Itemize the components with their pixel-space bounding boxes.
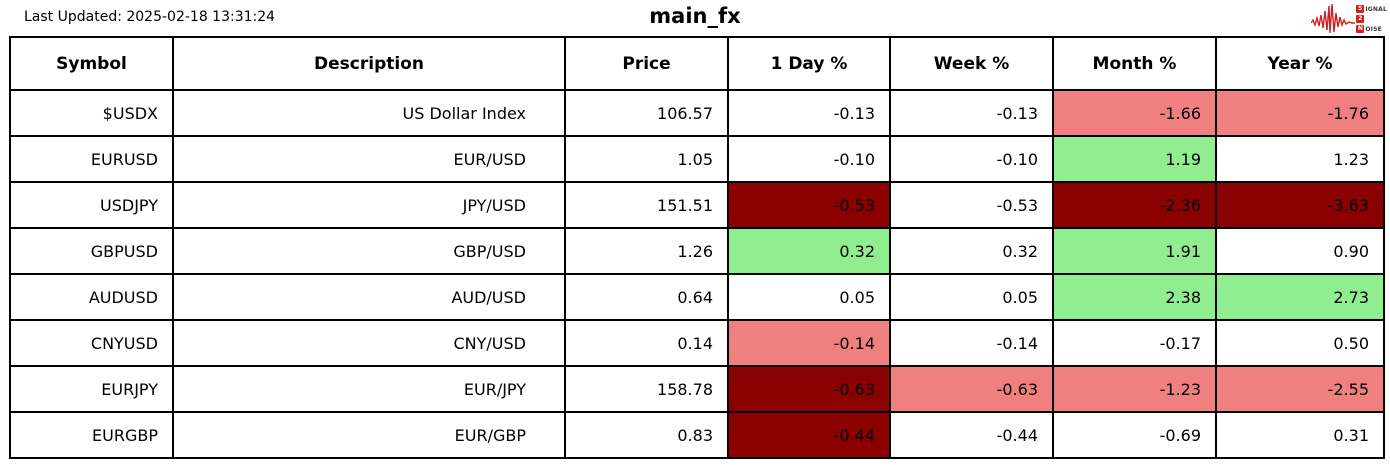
week-pct-cell: 0.32 [889, 227, 1054, 275]
day-pct-cell: -0.53 [727, 181, 891, 229]
description-cell: EUR/JPY [172, 365, 566, 413]
description-cell: GBP/USD [172, 227, 566, 275]
price-cell: 0.83 [564, 411, 729, 459]
day-pct-cell: -0.14 [727, 319, 891, 367]
month-pct-cell: -2.36 [1052, 181, 1217, 229]
logo-text: S IGNAL 2 N OISE [1356, 5, 1387, 34]
table-row-eurusd: EURUSD EUR/USD 1.05 -0.10 -0.10 1.19 1.2… [9, 135, 1385, 183]
day-pct-cell: -0.13 [727, 89, 891, 137]
day-pct-cell: -0.63 [727, 365, 891, 413]
table-row-gbpusd: GBPUSD GBP/USD 1.26 0.32 0.32 1.91 0.90 [9, 227, 1385, 275]
description-cell: EUR/USD [172, 135, 566, 183]
table-row-audusd: AUDUSD AUD/USD 0.64 0.05 0.05 2.38 2.73 [9, 273, 1385, 321]
year-pct-cell: -3.63 [1215, 181, 1385, 229]
symbol-cell: EURJPY [9, 365, 174, 413]
month-pct-cell: -1.23 [1052, 365, 1217, 413]
symbol-cell: GBPUSD [9, 227, 174, 275]
table-row-eurjpy: EURJPY EUR/JPY 158.78 -0.63 -0.63 -1.23 … [9, 365, 1385, 413]
year-pct-cell: 0.90 [1215, 227, 1385, 275]
day-pct-cell: 0.05 [727, 273, 891, 321]
page-title: main_fx [649, 4, 741, 28]
symbol-cell: EURUSD [9, 135, 174, 183]
month-pct-cell: -0.69 [1052, 411, 1217, 459]
description-cell: EUR/GBP [172, 411, 566, 459]
month-pct-cell: -0.17 [1052, 319, 1217, 367]
week-pct-cell: -0.10 [889, 135, 1054, 183]
logo-rest-oise: OISE [1365, 25, 1382, 33]
description-cell: JPY/USD [172, 181, 566, 229]
description-cell: CNY/USD [172, 319, 566, 367]
waveform-icon [1311, 3, 1356, 35]
price-cell: 151.51 [564, 181, 729, 229]
table-row-usdjpy: USDJPY JPY/USD 151.51 -0.53 -0.53 -2.36 … [9, 181, 1385, 229]
column-header-price: Price [564, 36, 729, 91]
description-cell: AUD/USD [172, 273, 566, 321]
last-updated-timestamp: Last Updated: 2025-02-18 13:31:24 [24, 9, 276, 25]
column-header-week: Week % [889, 36, 1054, 91]
logo-line-signal: S IGNAL [1356, 5, 1387, 14]
year-pct-cell: 0.31 [1215, 411, 1385, 459]
column-header-1day: 1 Day % [727, 36, 891, 91]
column-header-symbol: Symbol [9, 36, 174, 91]
month-pct-cell: -1.66 [1052, 89, 1217, 137]
description-cell: US Dollar Index [172, 89, 566, 137]
price-cell: 106.57 [564, 89, 729, 137]
week-pct-cell: -0.63 [889, 365, 1054, 413]
logo-letter-s: S [1356, 5, 1365, 13]
week-pct-cell: -0.14 [889, 319, 1054, 367]
week-pct-cell: -0.13 [889, 89, 1054, 137]
symbol-cell: USDJPY [9, 181, 174, 229]
month-pct-cell: 1.19 [1052, 135, 1217, 183]
logo-rest-ignal: IGNAL [1365, 5, 1387, 13]
day-pct-cell: 0.32 [727, 227, 891, 275]
column-header-month: Month % [1052, 36, 1217, 91]
table-row-eurgbp: EURGBP EUR/GBP 0.83 -0.44 -0.44 -0.69 0.… [9, 411, 1385, 459]
month-pct-cell: 2.38 [1052, 273, 1217, 321]
symbol-cell: $USDX [9, 89, 174, 137]
price-cell: 1.26 [564, 227, 729, 275]
logo-letter-2: 2 [1356, 15, 1365, 23]
day-pct-cell: -0.44 [727, 411, 891, 459]
day-pct-cell: -0.10 [727, 135, 891, 183]
signal2noise-logo: S IGNAL 2 N OISE [1311, 2, 1387, 36]
price-cell: 0.64 [564, 273, 729, 321]
fx-table: Symbol Description Price 1 Day % Week % … [9, 36, 1385, 459]
table-row-usdx: $USDX US Dollar Index 106.57 -0.13 -0.13… [9, 89, 1385, 137]
week-pct-cell: -0.53 [889, 181, 1054, 229]
column-header-year: Year % [1215, 36, 1385, 91]
month-pct-cell: 1.91 [1052, 227, 1217, 275]
logo-letter-n: N [1356, 25, 1365, 33]
price-cell: 158.78 [564, 365, 729, 413]
symbol-cell: EURGBP [9, 411, 174, 459]
year-pct-cell: -2.55 [1215, 365, 1385, 413]
logo-line-2: 2 [1356, 15, 1387, 24]
week-pct-cell: -0.44 [889, 411, 1054, 459]
column-header-description: Description [172, 36, 566, 91]
header-row: Symbol Description Price 1 Day % Week % … [9, 36, 1385, 91]
year-pct-cell: 0.50 [1215, 319, 1385, 367]
price-cell: 1.05 [564, 135, 729, 183]
year-pct-cell: 2.73 [1215, 273, 1385, 321]
year-pct-cell: -1.76 [1215, 89, 1385, 137]
symbol-cell: CNYUSD [9, 319, 174, 367]
table-row-cnyusd: CNYUSD CNY/USD 0.14 -0.14 -0.14 -0.17 0.… [9, 319, 1385, 367]
price-cell: 0.14 [564, 319, 729, 367]
symbol-cell: AUDUSD [9, 273, 174, 321]
week-pct-cell: 0.05 [889, 273, 1054, 321]
logo-line-noise: N OISE [1356, 25, 1387, 34]
year-pct-cell: 1.23 [1215, 135, 1385, 183]
